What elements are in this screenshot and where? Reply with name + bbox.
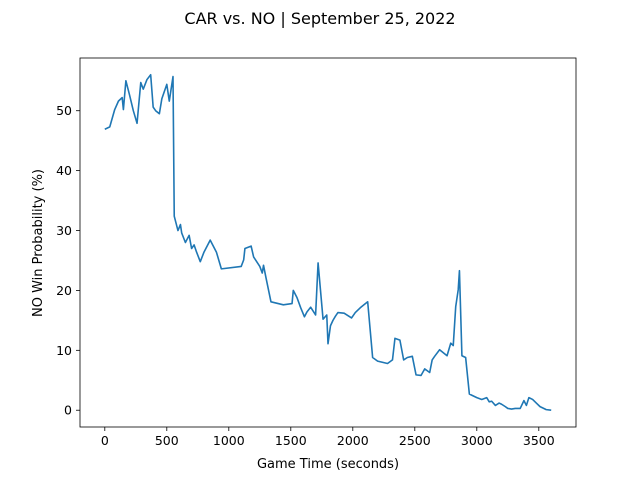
y-axis-label: NO Win Probability (%) bbox=[31, 169, 46, 317]
x-tick-label: 3000 bbox=[461, 433, 493, 448]
x-tick-label: 1500 bbox=[275, 433, 307, 448]
x-tick-label: 1000 bbox=[213, 433, 245, 448]
x-tick-label: 2500 bbox=[399, 433, 431, 448]
x-tick-label: 3500 bbox=[523, 433, 555, 448]
y-tick-label: 10 bbox=[56, 343, 72, 358]
y-tick-label: 20 bbox=[56, 283, 72, 298]
y-tick-label: 50 bbox=[56, 103, 72, 118]
x-tick-label: 2000 bbox=[337, 433, 369, 448]
plot-frame bbox=[79, 57, 577, 428]
y-tick-label: 40 bbox=[56, 163, 72, 178]
x-tick-label: 500 bbox=[155, 433, 179, 448]
y-tick-label: 30 bbox=[56, 223, 72, 238]
x-tick-label: 0 bbox=[101, 433, 109, 448]
y-tick-label: 0 bbox=[64, 403, 72, 418]
x-axis-label: Game Time (seconds) bbox=[257, 457, 399, 472]
chart-title: CAR vs. NO | September 25, 2022 bbox=[184, 9, 455, 28]
plot-area: 0 500 1000 1500 2000 2500 3000 3500 0 10 20 30 40 50 bbox=[56, 57, 577, 448]
series-line bbox=[104, 73, 552, 412]
